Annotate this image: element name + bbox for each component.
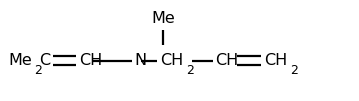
Text: CH: CH: [215, 53, 239, 68]
Text: CH: CH: [160, 53, 183, 68]
Text: 2: 2: [287, 64, 299, 77]
Text: N: N: [135, 53, 147, 68]
Text: C: C: [39, 53, 50, 68]
Text: 2: 2: [31, 64, 42, 77]
Text: Me: Me: [8, 53, 32, 68]
Text: CH: CH: [79, 53, 102, 68]
Text: Me: Me: [151, 11, 175, 26]
Text: 2: 2: [183, 64, 195, 77]
Text: CH: CH: [264, 53, 287, 68]
